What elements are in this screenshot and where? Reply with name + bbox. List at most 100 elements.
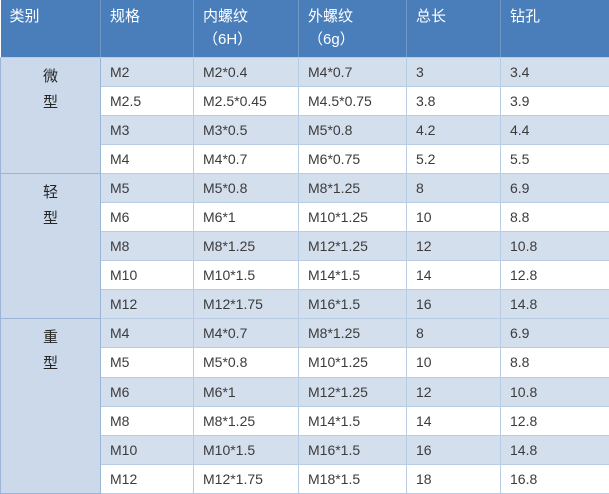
cell-drill-hole: 14.8 — [500, 435, 609, 465]
cell-total-length: 16 — [406, 289, 501, 320]
cell-inner-thread: M10*1.5 — [193, 435, 299, 465]
category-label-char: 微 — [42, 67, 58, 85]
cell-drill-hole: 4.4 — [500, 115, 609, 145]
cell-total-length: 4.2 — [406, 115, 501, 145]
cell-inner-thread: M10*1.5 — [193, 260, 299, 291]
table-row: 重型 M4 M4*0.7 M8*1.25 8 6.9 — [0, 318, 609, 494]
cell-size: M8 — [100, 406, 194, 436]
cell-outer-thread: M10*1.25 — [298, 202, 407, 233]
cell-drill-hole: 10.8 — [500, 377, 609, 407]
cell-total-length: 8 — [406, 172, 501, 203]
cell-total-length: 8 — [406, 318, 501, 349]
cell-inner-thread: M8*1.25 — [193, 406, 299, 436]
cell-outer-thread: M14*1.5 — [298, 260, 407, 291]
header-row: 类别 规格 内螺纹 （6H） 外螺纹 （6g） 总长 钻孔 — [0, 0, 609, 58]
cell-inner-thread: M12*1.75 — [193, 289, 299, 320]
cell-drill-hole: 10.8 — [500, 231, 609, 262]
column-header-size: 规格 — [100, 0, 194, 58]
cell-outer-thread: M4.5*0.75 — [298, 86, 407, 116]
cell-total-length: 18 — [406, 464, 501, 494]
cell-size: M4 — [100, 144, 194, 174]
table-row: M10 M10*1.5 M16*1.5 16 14.8 — [1, 435, 609, 465]
cell-outer-thread: M14*1.5 — [298, 406, 407, 436]
cell-drill-hole: 16.8 — [500, 464, 609, 494]
category-label-char: 轻 — [42, 183, 58, 201]
cell-outer-thread: M18*1.5 — [298, 464, 407, 494]
cell-inner-thread: M6*1 — [193, 202, 299, 233]
column-header-drill-hole: 钻孔 — [500, 0, 609, 58]
cell-size: M5 — [100, 347, 194, 378]
cell-total-length: 3.8 — [406, 86, 501, 116]
column-header-label: 规格 — [110, 8, 141, 25]
table-row: M10 M10*1.5 M14*1.5 14 12.8 — [1, 260, 609, 291]
column-header-category: 类别 — [0, 0, 101, 58]
cell-total-length: 3 — [406, 56, 501, 87]
category-label-char: 型 — [42, 209, 58, 227]
column-header-label: 外螺纹 — [308, 8, 354, 25]
table-row: M6 M6*1 M10*1.25 10 8.8 — [1, 202, 609, 233]
cell-total-length: 5.2 — [406, 144, 501, 174]
cell-drill-hole: 3.9 — [500, 86, 609, 116]
column-header-sublabel: （6H） — [203, 31, 253, 48]
cell-outer-thread: M4*0.7 — [298, 56, 407, 87]
cell-size: M10 — [100, 435, 194, 465]
cell-drill-hole: 5.5 — [500, 144, 609, 174]
cell-size: M6 — [100, 202, 194, 233]
cell-size: M6 — [100, 377, 194, 407]
cell-total-length: 14 — [406, 406, 501, 436]
cell-total-length: 14 — [406, 260, 501, 291]
cell-drill-hole: 8.8 — [500, 347, 609, 378]
cell-inner-thread: M4*0.7 — [193, 318, 299, 349]
cell-inner-thread: M5*0.8 — [193, 172, 299, 203]
column-header-label: 内螺纹 — [203, 8, 249, 25]
cell-total-length: 16 — [406, 435, 501, 465]
cell-outer-thread: M8*1.25 — [298, 172, 407, 203]
cell-inner-thread: M3*0.5 — [193, 115, 299, 145]
cell-inner-thread: M6*1 — [193, 377, 299, 407]
category-cell: 微型 — [0, 56, 101, 174]
category-label-char: 重 — [42, 329, 58, 347]
cell-size: M12 — [100, 464, 194, 494]
cell-inner-thread: M5*0.8 — [193, 347, 299, 378]
column-header-label: 总长 — [416, 8, 447, 25]
cell-size: M12 — [100, 289, 194, 320]
cell-size: M10 — [100, 260, 194, 291]
cell-size: M4 — [100, 318, 194, 349]
column-header-label: 钻孔 — [510, 8, 541, 25]
cell-drill-hole: 6.9 — [500, 318, 609, 349]
column-header-total-length: 总长 — [406, 0, 501, 58]
column-header-sublabel: （6g） — [308, 31, 355, 48]
column-header-inner-thread: 内螺纹 （6H） — [193, 0, 299, 58]
cell-inner-thread: M2.5*0.45 — [193, 86, 299, 116]
cell-drill-hole: 3.4 — [500, 56, 609, 87]
cell-outer-thread: M5*0.8 — [298, 115, 407, 145]
cell-inner-thread: M2*0.4 — [193, 56, 299, 87]
cell-outer-thread: M10*1.25 — [298, 347, 407, 378]
category-cell: 轻型 — [0, 172, 101, 320]
table-header: 类别 规格 内螺纹 （6H） 外螺纹 （6g） 总长 钻孔 — [0, 0, 609, 58]
cell-size: M2 — [100, 56, 194, 87]
category-label-char: 型 — [42, 93, 58, 111]
table-row: M6 M6*1 M12*1.25 12 10.8 — [1, 377, 609, 407]
cell-outer-thread: M12*1.25 — [298, 231, 407, 262]
table-row: M5 M5*0.8 M10*1.25 10 8.8 — [1, 347, 609, 378]
table-row: M2.5 M2.5*0.45 M4.5*0.75 3.8 3.9 — [1, 86, 609, 116]
cell-outer-thread: M6*0.75 — [298, 144, 407, 174]
cell-drill-hole: 12.8 — [500, 406, 609, 436]
table-row: 微型 M2 M2*0.4 M4*0.7 3 3.4 — [0, 56, 609, 174]
cell-outer-thread: M8*1.25 — [298, 318, 407, 349]
cell-inner-thread: M4*0.7 — [193, 144, 299, 174]
cell-outer-thread: M16*1.5 — [298, 289, 407, 320]
table-row: M8 M8*1.25 M12*1.25 12 10.8 — [1, 231, 609, 262]
table-body: 微型 M2 M2*0.4 M4*0.7 3 3.4 M2.5 M2.5*0.45 M4.5*0.… — [0, 56, 609, 494]
category-cell: 重型 — [0, 318, 101, 494]
cell-drill-hole: 14.8 — [500, 289, 609, 320]
table-row: M12 M12*1.75 M18*1.5 18 16.8 — [1, 464, 609, 494]
cell-inner-thread: M12*1.75 — [193, 464, 299, 494]
cell-total-length: 12 — [406, 377, 501, 407]
cell-total-length: 10 — [406, 202, 501, 233]
cell-total-length: 10 — [406, 347, 501, 378]
category-label-char: 型 — [42, 355, 58, 373]
table-row: M3 M3*0.5 M5*0.8 4.2 4.4 — [1, 115, 609, 145]
